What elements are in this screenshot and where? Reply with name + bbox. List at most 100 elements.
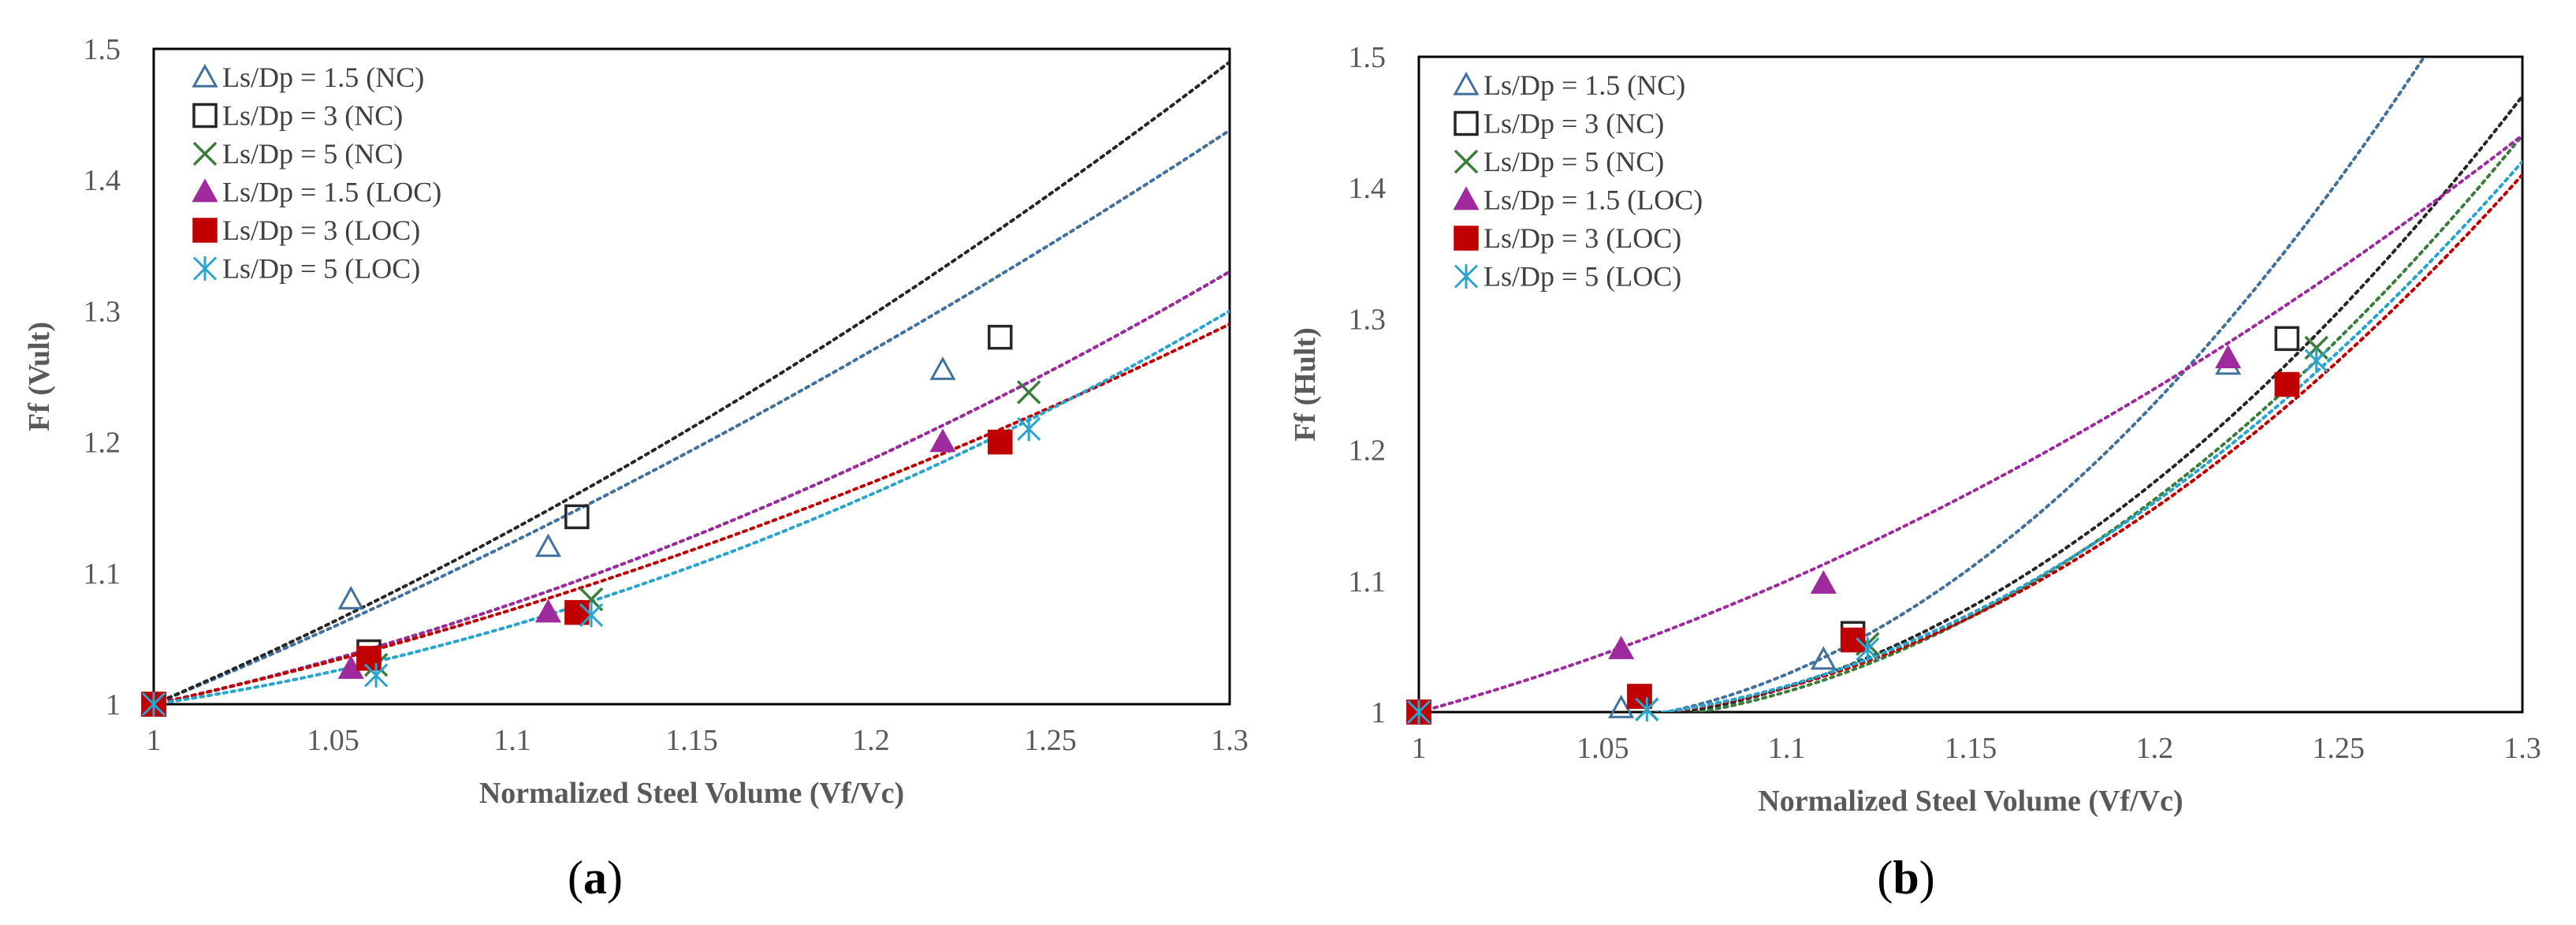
series-markers bbox=[140, 356, 956, 714]
data-point bbox=[141, 692, 166, 717]
data-point bbox=[534, 533, 562, 558]
trendline bbox=[1419, 133, 2522, 712]
data-point bbox=[988, 429, 1013, 455]
chart-panel-b: 1 1.05 1.1 1.15 1.2 1.25 1.3 1 1.1 1.2 1.3 1.4 1.5 No… bbox=[1289, 41, 2541, 904]
legend-marker bbox=[192, 178, 218, 203]
data-point bbox=[2304, 349, 2328, 373]
data-point bbox=[564, 599, 590, 625]
x-tick-label: 1.2 bbox=[852, 724, 890, 757]
x-tick-label: 1.3 bbox=[2503, 732, 2541, 765]
legend-label: Ls/Dp = 5 (LOC) bbox=[222, 253, 420, 285]
trendline bbox=[154, 129, 1230, 704]
y-tick-label: 1.2 bbox=[1349, 435, 1387, 468]
legend-label: Ls/Dp = 3 (LOC) bbox=[222, 214, 420, 246]
legend-label: Ls/Dp = 1.5 (LOC) bbox=[222, 177, 441, 208]
legend-marker bbox=[192, 218, 218, 243]
data-point bbox=[2215, 345, 2242, 368]
legend-label: Ls/Dp = 3 (NC) bbox=[222, 100, 403, 132]
data-point bbox=[579, 602, 604, 628]
panel-label: (a) bbox=[568, 852, 623, 904]
y-axis-title: Ff (Vult) bbox=[23, 322, 56, 431]
x-tick-label: 1.05 bbox=[1576, 732, 1629, 765]
legend: Ls/Dp = 1.5 (NC) Ls/Dp = 3 (NC) Ls/Dp = 5 … bbox=[1453, 69, 1703, 293]
legend-marker bbox=[1453, 71, 1480, 95]
legend-label: Ls/Dp = 1.5 (NC) bbox=[1483, 69, 1685, 101]
chart-panel-a: 1 1.05 1.1 1.15 1.2 1.25 1.3 1 1.1 1.2 1.3 1.4 1.5 No… bbox=[23, 33, 1249, 904]
data-point bbox=[337, 585, 364, 610]
legend-marker bbox=[1453, 186, 1480, 211]
trendlines bbox=[154, 60, 1230, 704]
x-tick-label: 1.15 bbox=[1945, 732, 1997, 765]
x-tick-label: 1.1 bbox=[1768, 732, 1806, 765]
data-point bbox=[1840, 627, 1866, 653]
trendline bbox=[154, 270, 1230, 704]
trendline bbox=[154, 60, 1230, 704]
panel-label: (b) bbox=[1877, 852, 1934, 904]
data-point bbox=[2274, 371, 2300, 397]
y-tick-label: 1.5 bbox=[84, 33, 121, 66]
legend-label: Ls/Dp = 1.5 (LOC) bbox=[1483, 185, 1703, 216]
data-point bbox=[1608, 636, 1635, 659]
plot-area bbox=[1417, 55, 2524, 714]
y-tick-label: 1.4 bbox=[84, 164, 121, 197]
y-tick-label: 1.1 bbox=[1349, 565, 1387, 599]
y-tick-label: 1.4 bbox=[1349, 172, 1387, 205]
x-axis-title: Normalized Steel Volume (Vf/Vc) bbox=[1758, 785, 2183, 818]
legend-label: Ls/Dp = 5 (LOC) bbox=[1483, 261, 1681, 293]
data-point bbox=[1608, 694, 1635, 718]
trendlines bbox=[1419, 57, 2522, 712]
x-tick-label: 1.2 bbox=[2136, 732, 2174, 765]
legend-label: Ls/Dp = 1.5 (NC) bbox=[222, 62, 424, 93]
series-markers bbox=[141, 429, 1013, 717]
legend-marker bbox=[192, 141, 218, 166]
trendline bbox=[1419, 94, 2522, 712]
x-tick-label: 1.1 bbox=[493, 724, 531, 757]
legend-label: Ls/Dp = 5 (NC) bbox=[1483, 146, 1664, 177]
data-point bbox=[1635, 697, 1659, 722]
legend-marker bbox=[1454, 226, 1479, 251]
data-point bbox=[1017, 416, 1041, 442]
legend-marker bbox=[1454, 149, 1479, 174]
data-point bbox=[988, 324, 1013, 350]
x-tick-label: 1 bbox=[1412, 732, 1427, 765]
legend-marker bbox=[192, 63, 218, 88]
x-tick-label: 1 bbox=[147, 724, 162, 757]
series-markers bbox=[140, 428, 956, 714]
series-markers bbox=[141, 416, 1041, 717]
x-tick-label: 1.25 bbox=[1024, 724, 1077, 757]
trendline bbox=[154, 309, 1230, 704]
x-tick-label: 1.05 bbox=[307, 724, 359, 757]
y-tick-label: 1.3 bbox=[1349, 303, 1387, 336]
data-point bbox=[1810, 646, 1837, 670]
y-tick-label: 1 bbox=[106, 688, 121, 722]
legend-label: Ls/Dp = 5 (NC) bbox=[222, 138, 403, 170]
trendline bbox=[1419, 160, 2522, 712]
data-point bbox=[1016, 380, 1041, 405]
y-tick-label: 1.2 bbox=[84, 427, 121, 460]
data-point bbox=[1856, 636, 1880, 662]
data-point bbox=[929, 356, 956, 380]
legend-marker bbox=[192, 256, 218, 281]
y-tick-label: 1.1 bbox=[84, 558, 121, 591]
legend: Ls/Dp = 1.5 (NC) Ls/Dp = 3 (NC) Ls/Dp = 5 … bbox=[192, 62, 441, 285]
legend-marker bbox=[1454, 110, 1479, 136]
data-point bbox=[1406, 699, 1431, 725]
series-markers bbox=[141, 324, 1013, 717]
trendline bbox=[1419, 173, 2522, 712]
trendline bbox=[154, 323, 1230, 704]
data-point bbox=[364, 663, 389, 688]
x-tick-label: 1.3 bbox=[1211, 724, 1249, 757]
plot-area bbox=[152, 47, 1231, 706]
series-markers bbox=[141, 380, 1041, 717]
y-axis-title: Ff (Hult) bbox=[1289, 327, 1322, 442]
data-point bbox=[1810, 570, 1837, 594]
x-axis-title: Normalized Steel Volume (Vf/Vc) bbox=[479, 777, 904, 810]
legend-marker bbox=[1454, 264, 1479, 289]
legend-label: Ls/Dp = 3 (LOC) bbox=[1483, 222, 1681, 254]
trendline bbox=[154, 270, 1230, 704]
series-markers bbox=[1406, 349, 2328, 725]
data-point bbox=[564, 504, 590, 530]
legend-marker bbox=[192, 103, 218, 129]
data-point bbox=[2274, 326, 2300, 352]
